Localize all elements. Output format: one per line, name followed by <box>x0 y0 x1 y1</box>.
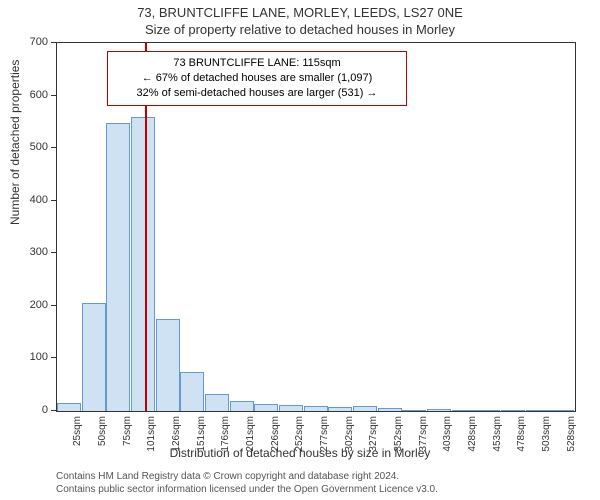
histogram-bar <box>205 394 229 411</box>
y-tick-label: 500 <box>18 141 48 153</box>
histogram-bar <box>180 372 204 411</box>
footer-line2: Contains public sector information licen… <box>56 483 438 496</box>
y-tick-mark <box>51 147 56 148</box>
histogram-bar <box>501 410 525 411</box>
y-tick-mark <box>51 410 56 411</box>
title-subtitle: Size of property relative to detached ho… <box>0 22 600 37</box>
histogram-bar <box>156 319 180 411</box>
y-tick-label: 600 <box>18 89 48 101</box>
chart-container: 73, BRUNTCLIFFE LANE, MORLEY, LEEDS, LS2… <box>0 0 600 500</box>
histogram-bar <box>550 410 574 411</box>
y-tick-label: 0 <box>18 404 48 416</box>
annotation-box: 73 BRUNTCLIFFE LANE: 115sqm← 67% of deta… <box>107 51 407 106</box>
histogram-bar <box>353 406 377 411</box>
y-tick-mark <box>51 42 56 43</box>
y-tick-mark <box>51 305 56 306</box>
y-tick-mark <box>51 95 56 96</box>
footer-line1: Contains HM Land Registry data © Crown c… <box>56 470 438 483</box>
histogram-bar <box>378 408 402 411</box>
plot-area: 73 BRUNTCLIFFE LANE: 115sqm← 67% of deta… <box>56 42 576 412</box>
y-tick-label: 300 <box>18 246 48 258</box>
histogram-bar <box>254 404 278 411</box>
histogram-bar <box>402 410 426 411</box>
histogram-bar <box>526 410 550 411</box>
y-tick-mark <box>51 200 56 201</box>
footer-attribution: Contains HM Land Registry data © Crown c… <box>56 470 438 496</box>
y-tick-label: 100 <box>18 351 48 363</box>
histogram-bar <box>106 123 130 411</box>
annotation-line3: 32% of semi-detached houses are larger (… <box>116 86 398 101</box>
histogram-bar <box>230 401 254 412</box>
histogram-bar <box>304 406 328 411</box>
y-tick-label: 200 <box>18 299 48 311</box>
y-tick-label: 700 <box>18 36 48 48</box>
histogram-bar <box>131 117 155 411</box>
histogram-bar <box>452 410 476 411</box>
histogram-bar <box>476 410 500 411</box>
histogram-bar <box>427 409 451 411</box>
histogram-bar <box>82 303 106 411</box>
histogram-bar <box>57 403 81 411</box>
y-tick-mark <box>51 252 56 253</box>
histogram-bar <box>328 407 352 411</box>
annotation-line2: ← 67% of detached houses are smaller (1,… <box>116 71 398 86</box>
title-address: 73, BRUNTCLIFFE LANE, MORLEY, LEEDS, LS2… <box>0 5 600 20</box>
histogram-bar <box>279 405 303 411</box>
x-axis-label: Distribution of detached houses by size … <box>0 446 600 460</box>
annotation-line1: 73 BRUNTCLIFFE LANE: 115sqm <box>116 56 398 71</box>
y-tick-mark <box>51 357 56 358</box>
y-tick-label: 400 <box>18 194 48 206</box>
